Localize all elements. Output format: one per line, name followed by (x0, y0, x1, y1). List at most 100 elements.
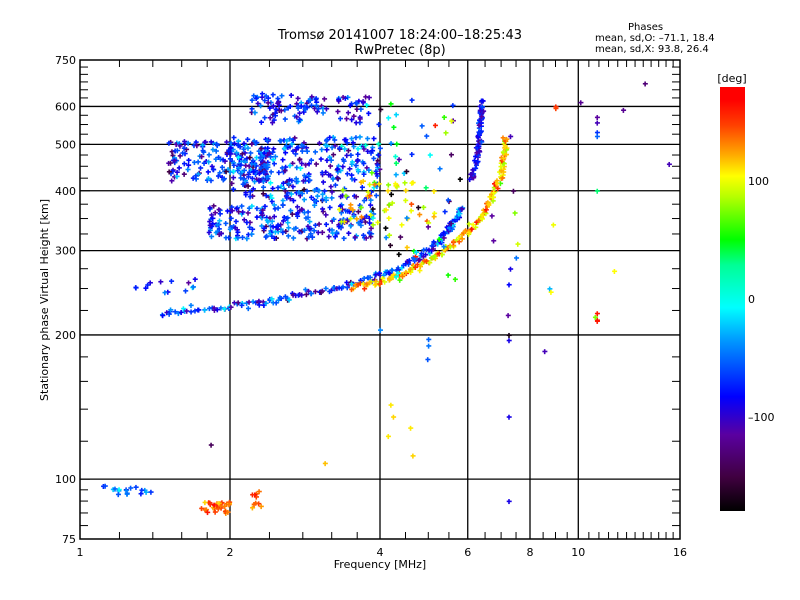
y-tick-label: 100 (55, 473, 76, 486)
echo-point (210, 147, 216, 153)
echo-point (431, 188, 437, 194)
echo-point (391, 124, 397, 130)
echo-point (282, 107, 288, 113)
echo-point (227, 499, 233, 505)
echo-point (226, 502, 232, 508)
echo-point (214, 222, 220, 228)
echo-point (275, 205, 281, 211)
echo-point (240, 151, 246, 157)
echo-point (294, 145, 300, 151)
echo-point (376, 181, 382, 187)
echo-point (363, 143, 369, 149)
echo-point (329, 218, 335, 224)
echo-point (478, 129, 484, 135)
echo-point (306, 288, 312, 294)
echo-point (224, 501, 230, 507)
echo-point (258, 155, 264, 161)
echo-point (295, 96, 301, 102)
echo-point (457, 176, 463, 182)
echo-point (499, 158, 505, 164)
echo-point (292, 135, 298, 141)
echo-point (396, 274, 402, 280)
echo-point (245, 137, 251, 143)
echo-point (115, 492, 121, 498)
echo-point (342, 146, 348, 152)
echo-point (216, 232, 222, 238)
echo-point (373, 281, 379, 287)
echo-point (498, 168, 504, 174)
echo-point (506, 414, 512, 420)
echo-point (293, 293, 299, 299)
echo-point (183, 288, 189, 294)
echo-point (368, 189, 374, 195)
echo-point (329, 227, 335, 233)
echo-point (354, 233, 360, 239)
echo-point (354, 101, 360, 107)
echo-point (238, 171, 244, 177)
echo-point (336, 163, 342, 169)
echo-point (388, 192, 394, 198)
echo-point (303, 162, 309, 168)
echo-point (250, 492, 256, 498)
echo-point (287, 136, 293, 142)
echo-point (235, 229, 241, 235)
echo-point (208, 178, 214, 184)
echo-point (370, 148, 376, 154)
echo-point (357, 134, 363, 140)
echo-point (355, 167, 361, 173)
echo-point (335, 176, 341, 182)
echo-point (277, 295, 283, 301)
x-tick-label: 8 (527, 546, 534, 559)
echo-point (432, 123, 438, 129)
echo-point (195, 159, 201, 165)
echo-point (390, 200, 396, 206)
echo-point (442, 209, 448, 215)
echo-point (348, 216, 354, 222)
echo-point (190, 175, 196, 181)
echo-point (352, 234, 358, 240)
echo-point (263, 193, 269, 199)
echo-point (327, 135, 333, 141)
echo-point (222, 503, 228, 509)
echo-point (578, 100, 584, 106)
colorbar-tick-label: –100 (748, 411, 775, 424)
echo-point (431, 239, 437, 245)
echo-point (391, 414, 397, 420)
echo-point (284, 195, 290, 201)
echo-point (214, 307, 220, 313)
echo-point (396, 157, 402, 163)
echo-point (265, 162, 271, 168)
echo-point (267, 215, 273, 221)
echo-point (497, 169, 503, 175)
echo-point (211, 167, 217, 173)
echo-point (473, 166, 479, 172)
echo-point (592, 315, 598, 321)
echo-point (139, 487, 145, 493)
echo-point (273, 229, 279, 235)
echo-point (249, 110, 255, 116)
echo-point (281, 186, 287, 192)
echo-point (404, 169, 410, 175)
echo-point (319, 103, 325, 109)
echo-point (261, 184, 267, 190)
echo-point (329, 189, 335, 195)
echo-point (204, 507, 210, 513)
echo-point (218, 230, 224, 236)
echo-point (355, 146, 361, 152)
echo-point (173, 142, 179, 148)
echo-point (490, 198, 496, 204)
echo-point (207, 306, 213, 312)
echo-point (269, 233, 275, 239)
echo-point (423, 185, 429, 191)
echo-point (250, 176, 256, 182)
echo-point (258, 165, 264, 171)
echo-point (252, 179, 258, 185)
echo-point (364, 195, 370, 201)
echo-point (594, 120, 600, 126)
x-tick-label: 1 (77, 546, 84, 559)
echo-point (324, 106, 330, 112)
echo-point (280, 202, 286, 208)
echo-point (264, 137, 270, 143)
echo-point (281, 169, 287, 175)
echo-point (502, 143, 508, 149)
